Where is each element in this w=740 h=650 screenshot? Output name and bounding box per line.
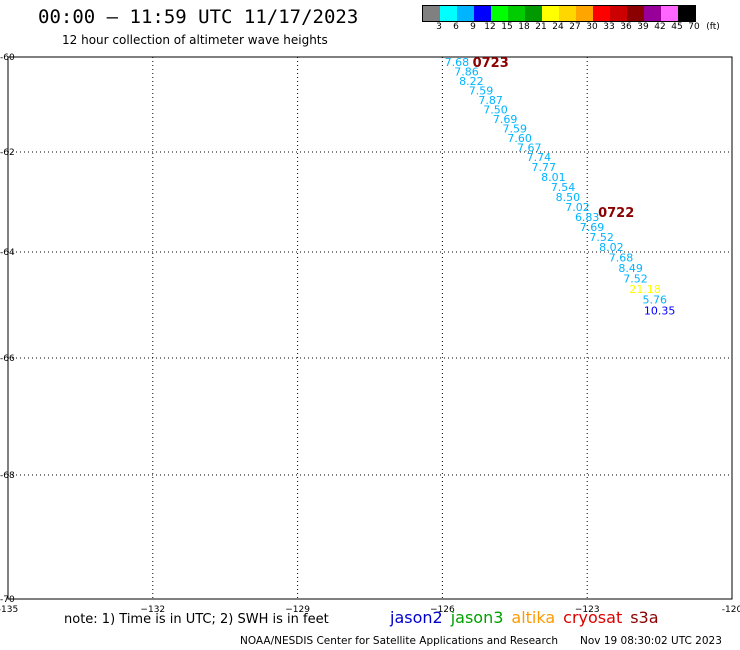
- x-tick-label: −126: [430, 605, 455, 612]
- chart-title: 00:00 – 11:59 UTC 11/17/2023: [38, 6, 359, 28]
- wave-height-label: 7.52: [589, 231, 614, 244]
- legend-label: 33: [603, 22, 615, 32]
- legend-label: 70: [688, 22, 700, 32]
- plot-frame: [7, 56, 733, 600]
- wave-height-label: 8.02: [599, 241, 624, 254]
- mission-legend: jason2 jason3 altika cryosat s3a: [390, 608, 667, 627]
- legend-swatch: [491, 6, 508, 21]
- wave-height-label: 8.49: [618, 262, 643, 275]
- legend-label: (ft): [706, 22, 720, 32]
- wave-height-label: 7.60: [507, 132, 532, 145]
- legend-swatch: [457, 6, 474, 21]
- legend-label: 6: [453, 22, 459, 32]
- legend-label: 42: [654, 22, 666, 32]
- legend-label: 3: [436, 22, 442, 32]
- legend-label: 9: [470, 22, 476, 32]
- wave-height-label: 7.74: [527, 151, 552, 164]
- mission-cryosat: cryosat: [563, 608, 623, 627]
- y-tick-label: -62: [0, 148, 15, 158]
- mission-altika: altika: [511, 608, 556, 627]
- legend-label: 21: [535, 22, 547, 32]
- legend-swatch: [576, 6, 593, 21]
- legend-swatch: [627, 6, 644, 21]
- chart-subtitle: 12 hour collection of altimeter wave hei…: [62, 33, 328, 47]
- x-tick-label: −132: [140, 605, 165, 612]
- legend-label: 45: [671, 22, 683, 32]
- map-plot: -135 −132 −129 −126 −123 -120 -70 -68 -66 -64 -62 -…: [0, 53, 740, 612]
- mission-s3a: s3a: [630, 608, 659, 627]
- generated-timestamp: Nov 19 08:30:02 UTC 2023: [580, 635, 722, 647]
- wave-height-label: 7.68: [445, 56, 470, 69]
- legend-swatch: [559, 6, 576, 21]
- wave-height-label: 7.77: [532, 161, 557, 174]
- wave-height-label: 6.83: [575, 211, 600, 224]
- wave-height-label: 7.54: [551, 181, 576, 194]
- pass-time-annotation: 0722: [598, 206, 634, 221]
- y-tick-label: -64: [0, 248, 15, 258]
- legend-swatch: [678, 6, 695, 21]
- y-tick-label: -70: [0, 595, 15, 605]
- legend-swatch: [525, 6, 542, 21]
- legend-swatch: [423, 6, 440, 21]
- wave-height-label: 7.52: [623, 273, 648, 286]
- legend-label: 12: [484, 22, 496, 32]
- wave-height-label: 7.59: [469, 84, 494, 97]
- legend-swatch: [474, 6, 491, 21]
- wave-height-label: 21.18: [629, 283, 661, 296]
- wave-height-label: 10.35: [644, 304, 676, 317]
- wave-height-label: 7.68: [609, 251, 634, 264]
- wave-height-label: 8.50: [556, 191, 581, 204]
- legend-label: 15: [501, 22, 513, 32]
- legend-label: 18: [518, 22, 530, 32]
- x-tick-label: −123: [575, 605, 600, 612]
- legend-swatch: [661, 6, 678, 21]
- legend-swatch: [644, 6, 661, 21]
- mission-jason3: jason3: [450, 608, 504, 627]
- wave-height-label: 7.02: [565, 201, 590, 214]
- legend-label: 39: [637, 22, 649, 32]
- wave-height-label: 7.59: [503, 122, 528, 135]
- legend-swatch: [610, 6, 627, 21]
- y-tick-label: -68: [0, 471, 15, 481]
- wave-height-label: 8.01: [541, 171, 566, 184]
- legend-label: 27: [569, 22, 581, 32]
- legend-label: 36: [620, 22, 632, 32]
- wave-height-label: 7.69: [493, 113, 518, 126]
- wave-height-label: 5.76: [643, 294, 668, 307]
- credit-text: NOAA/NESDIS Center for Satellite Applica…: [240, 635, 558, 647]
- x-tick-label: -120: [722, 605, 740, 612]
- legend-swatch: [508, 6, 525, 21]
- y-tick-label: -60: [0, 53, 15, 63]
- x-tick-label: −129: [285, 605, 310, 612]
- wave-height-label: 7.50: [483, 103, 508, 116]
- units-note: note: 1) Time is in UTC; 2) SWH is in fe…: [64, 612, 329, 627]
- pass-time-annotation: 0723: [473, 56, 509, 71]
- mission-jason2: jason2: [390, 608, 443, 627]
- color-legend: [422, 5, 696, 22]
- wave-height-label: 7.69: [580, 221, 605, 234]
- wave-height-label: 8.22: [459, 75, 484, 88]
- wave-height-label: 7.67: [517, 141, 542, 154]
- legend-label: 30: [586, 22, 598, 32]
- wave-height-label: 7.87: [478, 94, 503, 107]
- wave-height-label: 7.86: [454, 65, 479, 78]
- y-tick-label: -66: [0, 354, 15, 364]
- legend-swatch: [440, 6, 457, 21]
- x-tick-label: -135: [0, 605, 18, 612]
- legend-swatch: [593, 6, 610, 21]
- legend-swatch: [542, 6, 559, 21]
- color-legend-labels: 3 6 9 12 15 18 21 24 27 30 33 36 39 42 45 70 (ft): [422, 22, 740, 34]
- legend-label: 24: [552, 22, 564, 32]
